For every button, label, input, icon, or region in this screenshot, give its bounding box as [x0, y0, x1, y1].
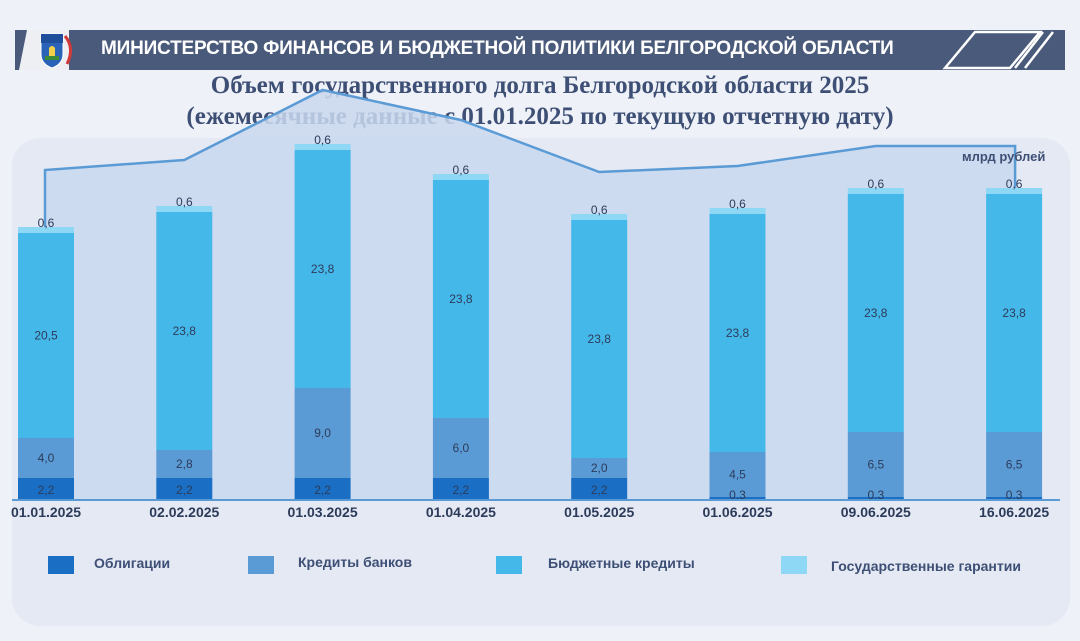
- data-label: 2,8: [176, 457, 193, 471]
- legend-swatch: [496, 556, 522, 574]
- bar-segment: [847, 194, 904, 432]
- chart-legend: Облигации Кредиты банков Бюджетные креди…: [0, 554, 1080, 584]
- legend-label: Государственные гарантии: [831, 558, 1021, 574]
- bar-segment: [709, 208, 766, 214]
- bar-segment: [156, 212, 213, 450]
- data-label: 0,6: [591, 203, 608, 217]
- bar-segment: [709, 452, 766, 497]
- data-label: 0,3: [729, 488, 746, 502]
- legend-swatch: [781, 556, 807, 574]
- total-line: [43, 88, 1017, 500]
- bar-segment: [986, 432, 1043, 497]
- data-label: 2,2: [591, 483, 608, 497]
- data-label: 2,2: [453, 483, 470, 497]
- data-label: 0,6: [729, 197, 746, 211]
- data-label: 2,2: [176, 483, 193, 497]
- legend-swatch: [48, 556, 74, 574]
- bar-segment: [847, 497, 904, 500]
- data-label: 4,0: [38, 451, 55, 465]
- x-tick-label: 01.01.2025: [11, 504, 81, 520]
- data-label: 0,3: [1006, 488, 1023, 502]
- bar-segment: [709, 497, 766, 500]
- x-tick-label: 01.04.2025: [426, 504, 496, 520]
- bar-segment: [18, 438, 74, 478]
- data-label: 20,5: [34, 329, 58, 343]
- bar-segment: [18, 227, 74, 233]
- data-label: 23,8: [449, 292, 473, 306]
- bar-segment: [18, 478, 74, 500]
- x-tick-label: 16.06.2025: [979, 504, 1049, 520]
- coat-of-arms-icon: [19, 30, 72, 70]
- data-label: 0,6: [176, 195, 193, 209]
- bar-segment: [156, 450, 213, 478]
- data-label: 6,5: [1006, 458, 1023, 472]
- data-label: 23,8: [726, 326, 750, 340]
- bar-segment: [986, 188, 1043, 194]
- data-label: 9,0: [314, 426, 331, 440]
- bar-segment: [709, 214, 766, 452]
- bar-segment: [432, 478, 489, 500]
- x-tick-label: 02.02.2025: [149, 504, 219, 520]
- bar-segment: [847, 432, 904, 497]
- bar-segment: [156, 478, 213, 500]
- x-tick-label: 01.05.2025: [564, 504, 634, 520]
- data-label: 0,6: [1006, 177, 1023, 191]
- data-label: 0,3: [867, 488, 884, 502]
- data-label: 23,8: [311, 262, 335, 276]
- data-label: 6,0: [453, 441, 470, 455]
- data-label: 0,6: [314, 133, 331, 147]
- bar-segment: [986, 194, 1043, 432]
- x-tick-label: 01.03.2025: [288, 504, 358, 520]
- bar-segment: [847, 188, 904, 194]
- x-tick-label: 09.06.2025: [841, 504, 911, 520]
- data-label: 23,8: [1002, 306, 1026, 320]
- bar-segment: [294, 388, 351, 478]
- data-label: 6,5: [867, 458, 884, 472]
- ministry-title: МИНИСТЕРСТВО ФИНАНСОВ И БЮДЖЕТНОЙ ПОЛИТИ…: [101, 38, 894, 59]
- bar-segment: [294, 150, 351, 388]
- data-label: 0,6: [453, 163, 470, 177]
- bar-segment: [432, 174, 489, 180]
- bar-segment: [571, 478, 628, 500]
- bar-segment: [294, 478, 351, 500]
- legend-label: Облигации: [94, 555, 171, 571]
- header-decoration: [942, 30, 1054, 70]
- legend-label: Бюджетные кредиты: [548, 555, 695, 571]
- bar-segment: [986, 497, 1043, 500]
- unit-label: млрд рублей: [962, 149, 1046, 164]
- legend-swatch: [248, 556, 274, 574]
- bar-segment: [432, 418, 489, 478]
- data-label: 2,2: [38, 483, 55, 497]
- data-label: 23,8: [173, 324, 197, 338]
- bar-segment: [294, 144, 351, 150]
- legend-label: Кредиты банков: [298, 554, 412, 570]
- bar-segment: [18, 233, 74, 438]
- bar-segment: [571, 214, 628, 220]
- data-label: 2,0: [591, 461, 608, 475]
- bar-segment: [571, 220, 628, 458]
- bar-segment: [432, 180, 489, 418]
- data-label: 0,6: [38, 216, 55, 230]
- header-bar: МИНИСТЕРСТВО ФИНАНСОВ И БЮДЖЕТНОЙ ПОЛИТИ…: [15, 30, 1065, 70]
- bar-segment: [571, 458, 628, 478]
- x-tick-label: 01.06.2025: [702, 504, 772, 520]
- total-area: [45, 90, 1016, 500]
- data-label: 23,8: [588, 332, 612, 346]
- bar-segment: [156, 206, 213, 212]
- data-label: 0,6: [867, 177, 884, 191]
- data-label: 4,5: [729, 468, 746, 482]
- data-label: 2,2: [314, 483, 331, 497]
- data-label: 23,8: [864, 306, 888, 320]
